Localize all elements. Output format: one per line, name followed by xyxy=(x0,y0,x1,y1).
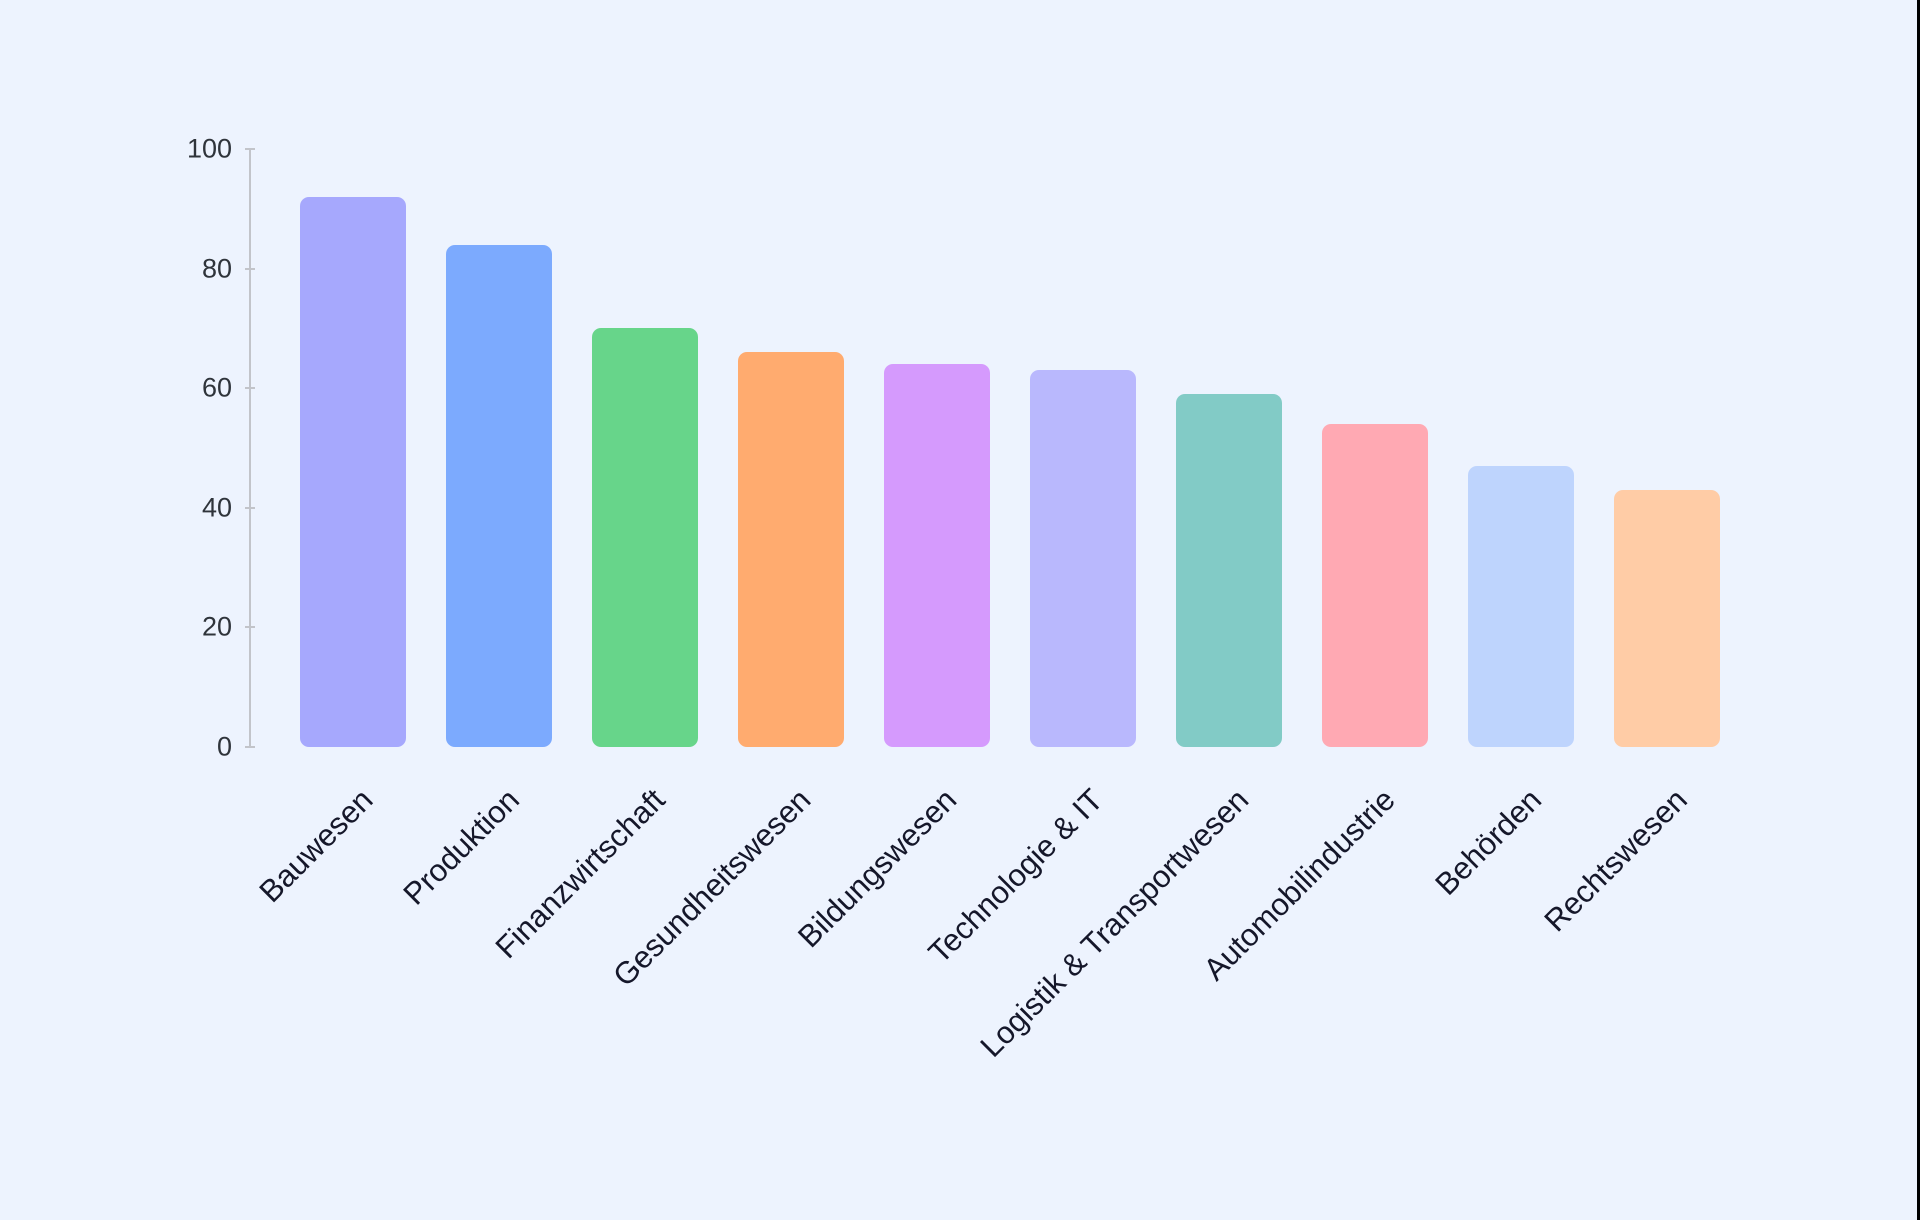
y-tick-mark xyxy=(245,267,255,270)
bar xyxy=(738,352,844,747)
bar xyxy=(884,364,990,747)
window-edge xyxy=(1917,0,1920,1220)
y-tick-label: 60 xyxy=(201,372,232,403)
bar xyxy=(446,244,552,747)
y-tick-label: 100 xyxy=(186,133,232,164)
x-tick-label: Behörden xyxy=(1428,782,1549,902)
y-tick-label: 40 xyxy=(201,492,232,523)
bar xyxy=(1322,424,1428,747)
x-tick-label: Bauwesen xyxy=(252,782,380,910)
bar xyxy=(1176,394,1282,747)
y-tick-mark xyxy=(245,626,255,629)
y-tick-mark xyxy=(245,148,255,150)
y-tick-label: 20 xyxy=(201,611,232,642)
y-tick-label: 0 xyxy=(216,731,232,762)
y-tick-mark xyxy=(245,506,255,509)
y-axis-line xyxy=(249,149,251,748)
x-tick-label: Produktion xyxy=(396,782,526,912)
bar xyxy=(1468,465,1574,747)
y-tick-label: 80 xyxy=(201,253,232,284)
y-tick-mark xyxy=(245,746,255,748)
bar xyxy=(592,328,698,747)
bar xyxy=(300,196,406,747)
bar xyxy=(1030,370,1136,747)
y-tick-mark xyxy=(245,387,255,390)
bar xyxy=(1614,489,1720,747)
x-tick-label: Logistik & Transportwesen xyxy=(973,782,1256,1064)
x-tick-label: Rechtswesen xyxy=(1537,782,1694,939)
